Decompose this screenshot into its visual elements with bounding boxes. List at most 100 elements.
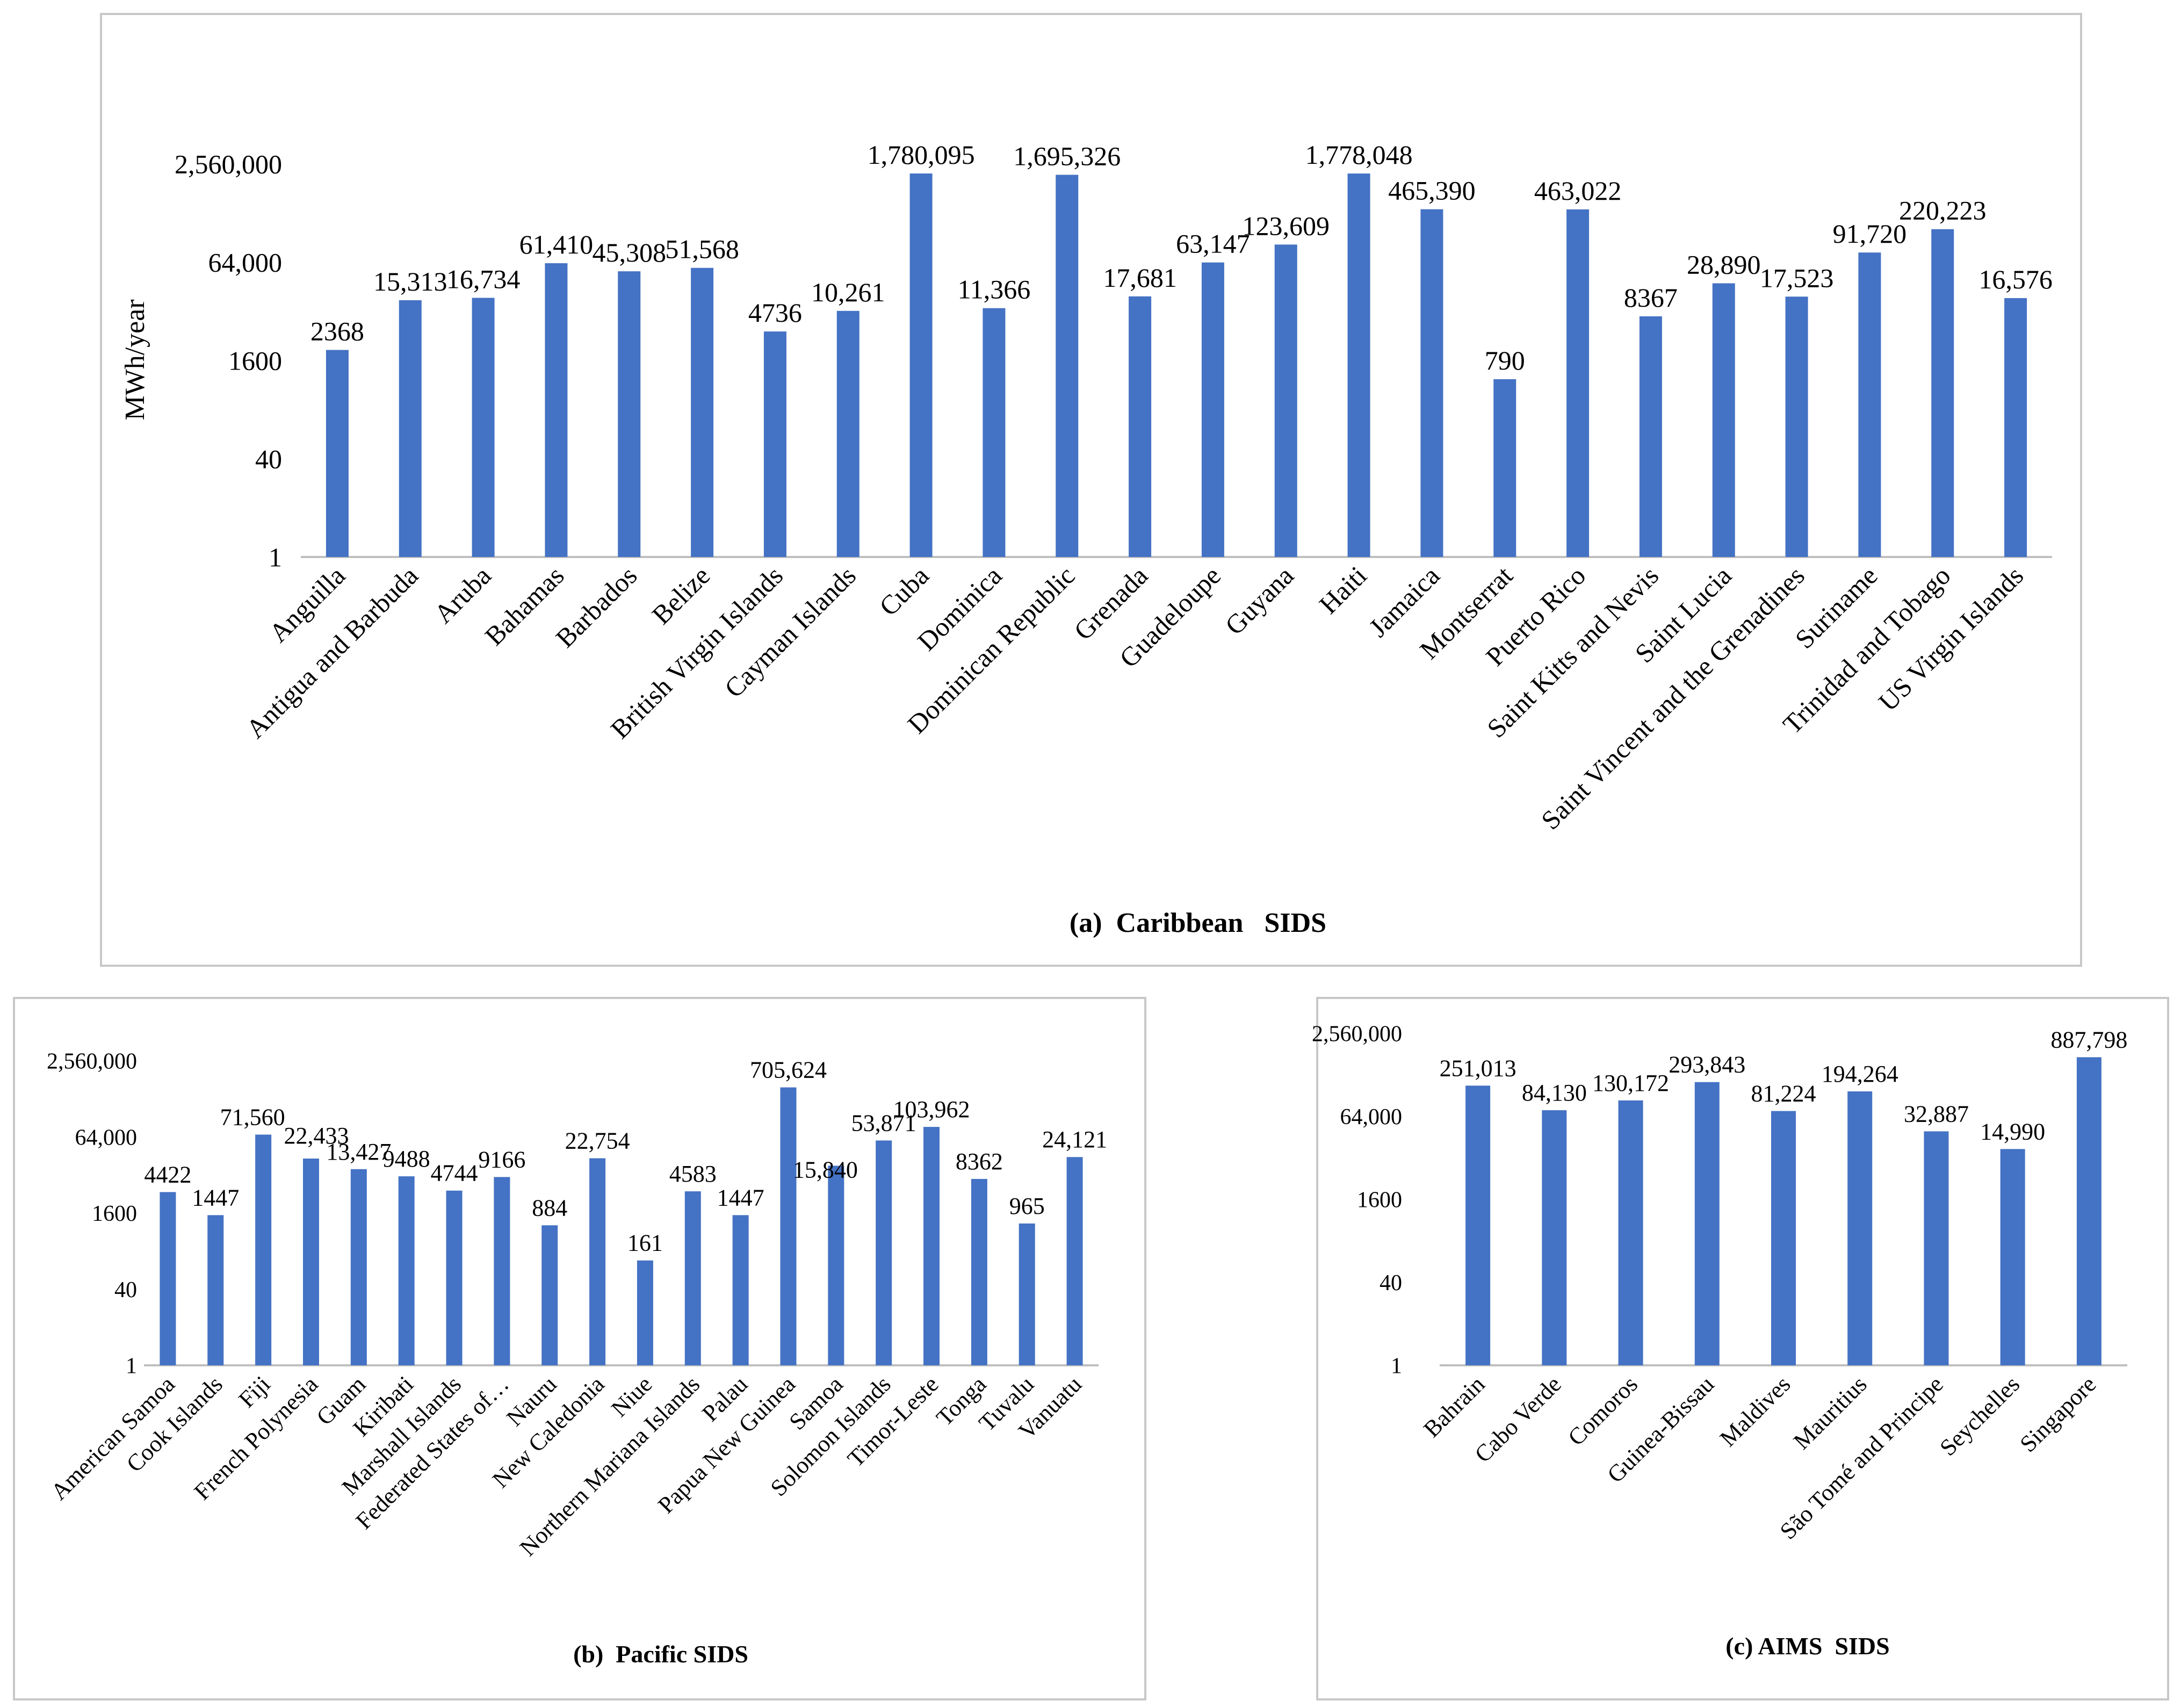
bar-pacific-7: [494, 1177, 510, 1365]
bar-pacific-0: [160, 1192, 176, 1365]
y-tick-label-aims-2: 1600: [1357, 1188, 1402, 1213]
bar-caribbean-7: [836, 310, 860, 557]
bar-caribbean-10: [1056, 175, 1079, 557]
data-label-pacific-10: 161: [627, 1230, 663, 1256]
data-label-caribbean-7: 10,261: [811, 277, 885, 307]
chart-title-caribbean: (a) Caribbean SIDS: [1070, 908, 1326, 938]
bar-pacific-13: [780, 1087, 797, 1365]
y-tick-label-caribbean-1: 40: [255, 444, 282, 474]
data-label-caribbean-15: 465,390: [1388, 176, 1476, 206]
bar-caribbean-21: [1858, 252, 1881, 558]
bar-caribbean-0: [326, 350, 349, 557]
data-label-caribbean-3: 61,410: [519, 229, 594, 259]
data-label-pacific-13: 705,624: [750, 1057, 827, 1083]
y-tick-label-aims-4: 2,560,000: [1312, 1022, 1402, 1047]
bar-pacific-11: [684, 1191, 701, 1365]
bar-aims-6: [1924, 1131, 1949, 1365]
bar-caribbean-5: [691, 267, 714, 557]
bar-caribbean-14: [1347, 173, 1370, 557]
y-tick-label-pacific-1: 40: [114, 1278, 137, 1302]
panel-aims: [1316, 997, 2169, 1700]
bar-caribbean-15: [1420, 209, 1443, 557]
bar-pacific-12: [732, 1215, 749, 1365]
category-label-caribbean-7: Cayman Islands: [719, 560, 862, 703]
data-label-caribbean-23: 16,576: [1978, 264, 2053, 294]
data-label-pacific-14: 15,840: [793, 1156, 858, 1183]
data-label-caribbean-18: 8367: [1624, 283, 1678, 313]
data-label-pacific-12: 1447: [717, 1184, 764, 1211]
data-label-caribbean-21: 91,720: [1833, 219, 1907, 249]
data-label-aims-6: 32,887: [1904, 1101, 1969, 1127]
category-label-caribbean-13: Guyana: [1219, 560, 1299, 641]
bar-pacific-18: [1019, 1223, 1035, 1365]
bar-caribbean-12: [1201, 262, 1224, 557]
data-label-pacific-6: 4744: [431, 1160, 478, 1186]
data-label-pacific-3: 22,433: [284, 1123, 349, 1149]
y-tick-label-pacific-3: 64,000: [75, 1125, 138, 1150]
bar-caribbean-16: [1493, 379, 1516, 557]
data-label-caribbean-13: 123,609: [1243, 211, 1330, 241]
data-label-pacific-19: 24,121: [1042, 1126, 1107, 1153]
bar-caribbean-11: [1129, 296, 1152, 557]
y-tick-label-pacific-4: 2,560,000: [47, 1050, 137, 1074]
data-label-aims-3: 293,843: [1669, 1052, 1745, 1078]
bar-caribbean-3: [545, 263, 568, 558]
data-label-pacific-8: 884: [532, 1195, 567, 1221]
y-tick-label-caribbean-3: 64,000: [208, 248, 283, 278]
data-label-pacific-7: 9166: [478, 1146, 525, 1173]
y-axis-title-caribbean: MWh/year: [120, 299, 150, 420]
bar-aims-3: [1694, 1082, 1720, 1365]
data-label-aims-1: 84,130: [1522, 1080, 1587, 1106]
bar-pacific-8: [541, 1225, 558, 1365]
data-label-aims-4: 81,224: [1751, 1081, 1816, 1107]
y-tick-label-caribbean-4: 2,560,000: [175, 149, 282, 179]
bar-pacific-6: [446, 1190, 463, 1365]
bar-aims-8: [2076, 1057, 2101, 1365]
bar-caribbean-13: [1274, 244, 1297, 557]
data-label-pacific-11: 4583: [669, 1161, 717, 1187]
data-label-caribbean-20: 17,523: [1760, 263, 1834, 293]
data-label-pacific-5: 9488: [383, 1146, 430, 1172]
category-label-aims-8: Singapore: [2015, 1371, 2101, 1457]
category-label-aims-0: Bahrain: [1418, 1371, 1490, 1442]
bar-caribbean-2: [472, 298, 495, 557]
bar-caribbean-9: [983, 308, 1006, 557]
data-label-aims-7: 14,990: [1980, 1118, 2045, 1145]
panel-pacific: [13, 997, 1146, 1700]
data-label-caribbean-1: 15,313: [373, 266, 447, 296]
data-label-caribbean-6: 4736: [748, 298, 802, 328]
bar-aims-1: [1542, 1110, 1567, 1365]
bar-caribbean-8: [909, 173, 933, 558]
data-label-caribbean-2: 16,734: [446, 264, 521, 294]
data-label-pacific-0: 4422: [144, 1161, 191, 1188]
bar-caribbean-22: [1931, 229, 1954, 558]
bar-pacific-9: [589, 1158, 606, 1365]
bar-caribbean-20: [1785, 296, 1808, 557]
category-label-caribbean-14: Haiti: [1313, 560, 1373, 619]
data-label-caribbean-5: 51,568: [665, 234, 739, 264]
bar-pacific-2: [255, 1134, 272, 1365]
y-tick-label-aims-1: 40: [1380, 1271, 1402, 1296]
y-tick-label-aims-0: 1: [1391, 1354, 1402, 1379]
y-tick-label-caribbean-2: 1600: [228, 346, 282, 376]
data-label-pacific-4: 13,427: [326, 1139, 391, 1165]
data-label-pacific-1: 1447: [192, 1184, 239, 1211]
bar-pacific-3: [302, 1159, 319, 1365]
bar-pacific-17: [971, 1178, 987, 1365]
category-label-caribbean-8: Cuba: [873, 560, 935, 621]
bar-caribbean-23: [2004, 298, 2027, 557]
bar-pacific-5: [398, 1176, 415, 1365]
y-tick-label-aims-3: 64,000: [1340, 1105, 1403, 1130]
bar-pacific-15: [876, 1140, 892, 1365]
bar-caribbean-17: [1566, 209, 1590, 557]
data-label-caribbean-17: 463,022: [1534, 176, 1622, 206]
chart-title-aims: (c) AIMS SIDS: [1725, 1632, 1889, 1660]
data-label-aims-2: 130,172: [1592, 1070, 1669, 1096]
data-label-caribbean-9: 11,366: [958, 274, 1031, 305]
bar-pacific-4: [350, 1169, 367, 1365]
bar-aims-7: [2000, 1149, 2025, 1365]
data-label-pacific-17: 8362: [956, 1148, 1003, 1175]
category-label-caribbean-4: Barbados: [550, 560, 642, 653]
bar-aims-2: [1618, 1100, 1643, 1365]
